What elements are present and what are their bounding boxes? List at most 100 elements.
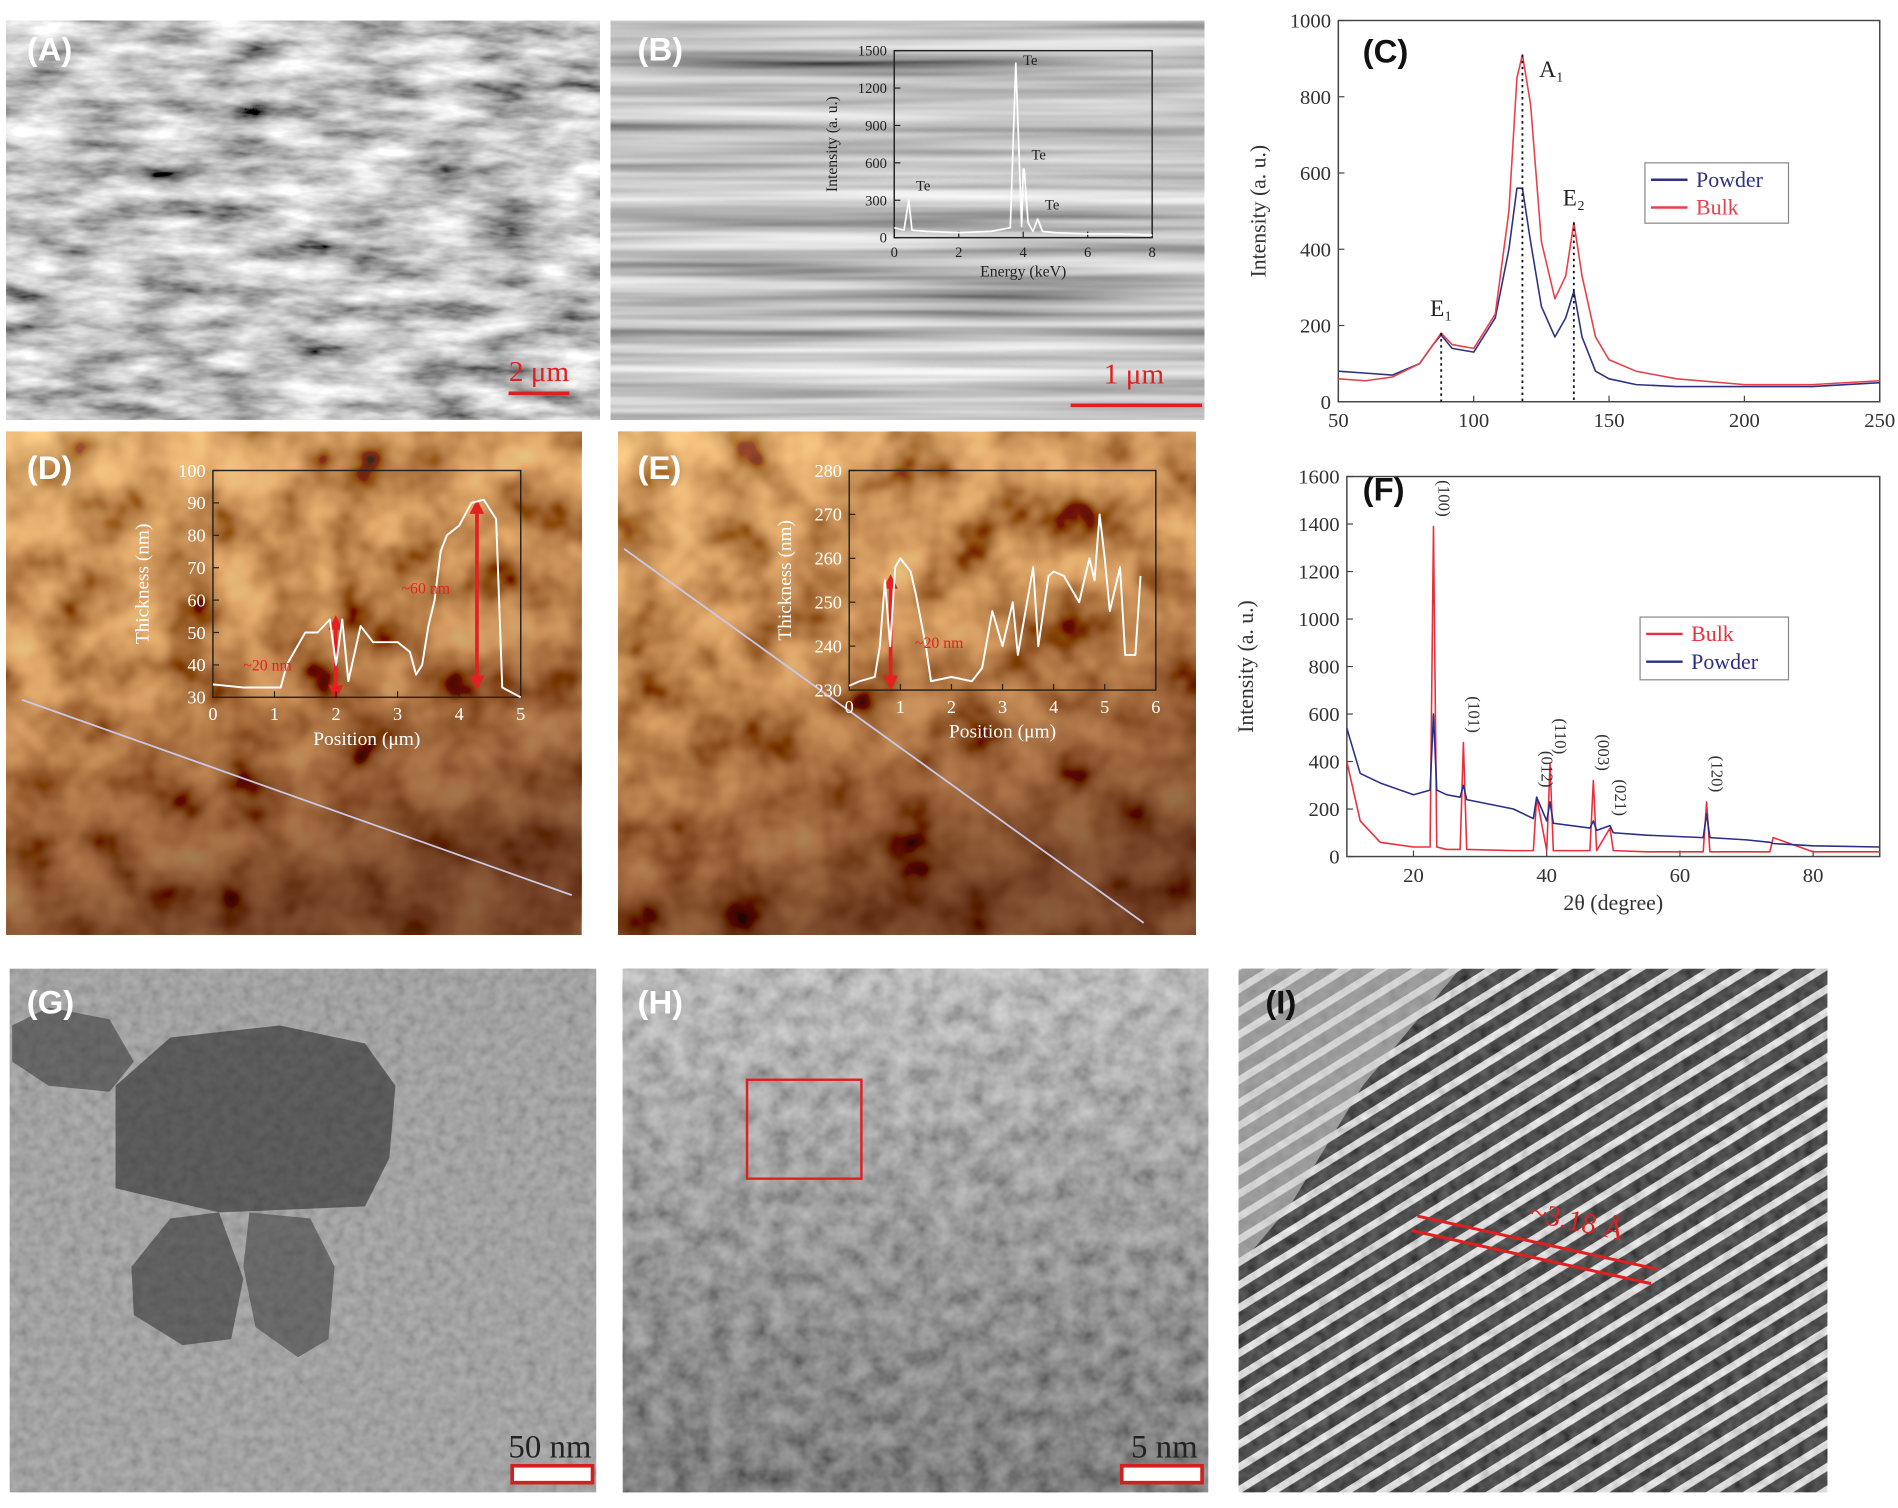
x-tick-label: 50 [1328, 410, 1349, 432]
y-tick-label: 1000 [1290, 11, 1331, 33]
x-tick-label: 6 [1151, 697, 1160, 717]
scale-bar [1119, 1463, 1204, 1485]
y-tick-label: 400 [1300, 239, 1331, 261]
series-line [894, 62, 1153, 236]
x-tick-label: 250 [1864, 410, 1895, 432]
scale-bar-label: 5 nm [1131, 1429, 1198, 1465]
legend-box [1644, 162, 1790, 224]
series-line [212, 498, 522, 699]
legend-label: Powder [1691, 650, 1759, 674]
y-axis-label: Thickness (nm) [775, 520, 796, 641]
y-tick-label: 280 [815, 461, 842, 481]
x-tick-label: 2 [331, 704, 340, 724]
tem-image-h [622, 968, 1209, 1493]
sem-image-a [6, 20, 600, 420]
y-tick-label: 300 [865, 193, 887, 209]
y-axis-label: Intensity (a. u.) [1234, 600, 1258, 733]
series-line [1338, 187, 1880, 388]
peak-label: Te [1031, 147, 1045, 163]
y-tick-label: 1200 [1298, 562, 1339, 584]
legend-label: Bulk [1691, 622, 1734, 646]
chart: 0 1 2 3 4 5 6 230 240 250 260 270 280 Position (μm) Th… [775, 461, 1161, 743]
chart: 0 2 4 6 8 0 300 600 900 1200 1500 Energy (keV) Inten… [824, 44, 1156, 280]
x-axis-label: Position (μm) [949, 722, 1056, 743]
y-tick-label: 50 [187, 623, 205, 643]
y-tick-label: 600 [865, 156, 887, 172]
x-tick-label: 200 [1729, 410, 1760, 432]
peak-label: (012) [1538, 751, 1557, 788]
panel-label: (I) [1265, 984, 1296, 1021]
panel-label: (A) [27, 30, 73, 67]
y-tick-label: 260 [815, 549, 842, 569]
scale-bar-label: 50 nm [508, 1429, 591, 1465]
y-axis-label: Intensity (a. u.) [824, 96, 841, 192]
peak-label: (003) [1594, 734, 1613, 771]
x-tick-label: 60 [1670, 865, 1691, 887]
y-tick-label: 900 [865, 119, 887, 135]
scale-bar [510, 1463, 595, 1485]
afm-image-e [618, 431, 1196, 935]
y-tick-label: 1500 [858, 44, 887, 60]
x-tick-label: 0 [845, 697, 854, 717]
y-axis-label: Intensity (a. u.) [1246, 145, 1270, 278]
y-tick-label: 40 [187, 655, 205, 675]
texture [610, 20, 1205, 420]
sem-image-b [610, 20, 1205, 420]
y-tick-label: 800 [1309, 657, 1340, 679]
series-line [1338, 53, 1880, 386]
texture [6, 20, 600, 420]
x-axis-label: Energy (keV) [980, 263, 1066, 280]
annotation: ~20 nm [915, 635, 964, 652]
scan-line [21, 698, 573, 897]
chart: 20 40 60 80020040060080010001200140016002θ … [1234, 467, 1881, 915]
y-tick-label: 250 [815, 593, 842, 613]
annotation: ~20 nm [243, 658, 292, 675]
scan-line [623, 548, 1145, 924]
peak-label: (021) [1611, 779, 1630, 816]
x-tick-label: 1 [896, 697, 905, 717]
shading [6, 431, 582, 935]
legend-label: Bulk [1696, 196, 1739, 220]
x-tick-label: 20 [1403, 865, 1424, 887]
peak-label: (101) [1464, 696, 1483, 733]
scale-bar-label: 1 μm [1104, 359, 1165, 391]
y-tick-label: 70 [187, 558, 205, 578]
chart: 50 100 150 200 250 0 200 400 600 800 1000 Intensity… [1246, 11, 1895, 432]
y-tick-label: 0 [880, 231, 887, 247]
peak-label: Te [916, 179, 930, 195]
y-tick-label: 240 [815, 637, 842, 657]
chart: 0 1 2 3 4 5 30 40 50 60 70 80 90 100 Position (μm) Thic… [132, 461, 525, 750]
shading [622, 968, 1209, 1493]
y-tick-label: 1400 [1298, 514, 1339, 536]
y-tick-label: 800 [1300, 87, 1331, 109]
annotation: ~60 nm [402, 581, 451, 598]
x-tick-label: 3 [393, 704, 402, 724]
zoom-box [745, 1078, 863, 1180]
lattice-image-i [1238, 968, 1828, 1493]
peak-label: (120) [1707, 756, 1726, 793]
amorphous-edge [1238, 968, 1460, 1267]
x-tick-label: 150 [1594, 410, 1625, 432]
x-tick-label: 4 [455, 704, 464, 724]
x-axis-label: 2θ (degree) [1563, 891, 1663, 915]
x-tick-label: 1 [270, 704, 279, 724]
x-tick-label: 5 [516, 704, 525, 724]
afm-image-d [6, 431, 582, 935]
peak-label: (100) [1434, 480, 1453, 517]
y-tick-label: 1600 [1298, 467, 1339, 489]
x-tick-label: 8 [1149, 245, 1156, 261]
x-tick-label: 0 [891, 245, 898, 261]
y-tick-label: 270 [815, 505, 842, 525]
series-line [1346, 713, 1880, 848]
scale-bar-label: 2 μm [509, 356, 570, 388]
y-tick-label: 0 [1321, 392, 1331, 414]
x-tick-label: 2 [947, 697, 956, 717]
fringe-marker [1417, 1214, 1658, 1271]
tem-image-g [9, 968, 597, 1493]
y-axis-label: Thickness (nm) [132, 524, 153, 645]
panel-label: (C) [1363, 33, 1409, 70]
y-tick-label: 1200 [858, 81, 887, 97]
series-line [1346, 525, 1880, 853]
x-tick-label: 4 [1020, 245, 1028, 261]
